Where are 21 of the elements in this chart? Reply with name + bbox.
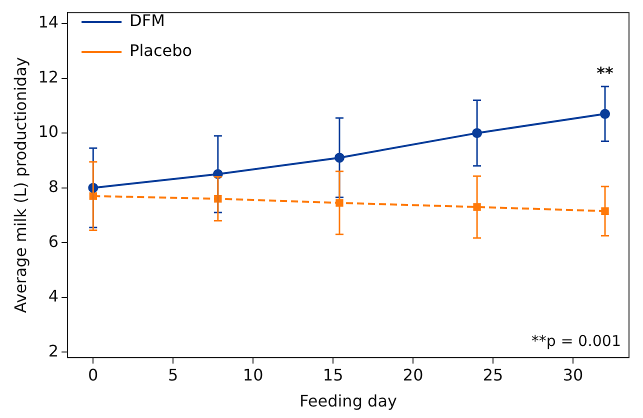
y-axis-title: Average milk (L) productioniday xyxy=(10,57,30,314)
x-tick-label: 15 xyxy=(322,365,344,384)
x-tick-label: 20 xyxy=(402,365,424,384)
x-tick-label: 10 xyxy=(242,365,264,384)
legend-label: Placebo xyxy=(130,41,192,60)
y-tick-label: 8 xyxy=(48,176,59,196)
annotation: **p = 0.001 xyxy=(531,332,621,350)
x-tick-label: 0 xyxy=(88,365,98,384)
y-tick-label: 4 xyxy=(48,286,59,306)
x-tick-label: 5 xyxy=(168,365,178,384)
y-tick-label: 14 xyxy=(38,12,59,32)
annotation: ** xyxy=(596,64,614,83)
x-tick-label: 30 xyxy=(562,365,584,384)
legend-label: DFM xyxy=(130,11,165,30)
y-tick-label: 2 xyxy=(48,341,59,360)
y-tick-label: 6 xyxy=(48,232,59,251)
x-axis-title: Feeding day xyxy=(300,392,397,411)
y-tick-label: 12 xyxy=(38,67,59,86)
x-tick-label: 25 xyxy=(482,365,504,384)
y-tick-label: 10 xyxy=(38,122,59,142)
point xyxy=(473,203,481,211)
